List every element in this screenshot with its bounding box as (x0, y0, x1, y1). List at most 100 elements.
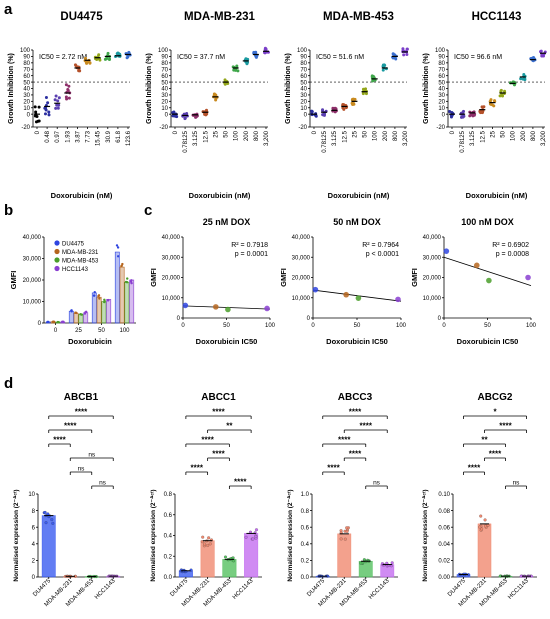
y-tick-label: 30 (438, 93, 445, 99)
y-tick-label: 100 (158, 48, 169, 54)
y-tick-label: 6 (32, 525, 36, 531)
x-tick-label: 3,200 (403, 130, 409, 146)
data-point (321, 108, 325, 112)
data-point (36, 119, 40, 123)
data-point (44, 521, 48, 525)
y-tick-label: 2 (32, 559, 36, 565)
y-tick-label: 30,000 (423, 255, 442, 261)
x-tick-label: 3.125 (193, 130, 199, 146)
x-tick-label: 123.6 (126, 130, 132, 146)
significance-label: **** (234, 478, 247, 487)
data-point (364, 87, 368, 91)
y-tick-label: -20 (21, 125, 30, 131)
data-point (106, 299, 110, 302)
y-tick-label: 20,000 (23, 278, 42, 284)
y-tick-label: 30,000 (292, 255, 311, 261)
significance-label: ns (88, 452, 96, 459)
bar (91, 292, 97, 324)
data-point (53, 98, 57, 102)
data-point (343, 537, 347, 541)
data-point (116, 255, 120, 258)
x-tick-label: 100 (373, 130, 379, 141)
data-point (473, 262, 480, 269)
data-point (212, 92, 216, 96)
x-tick-label: 1.93 (65, 130, 71, 142)
chart-title: 25 nM DOX (203, 217, 251, 227)
x-tick-label: 0.78125 (322, 130, 328, 152)
data-point (47, 113, 51, 117)
x-tick-label: 100 (511, 130, 517, 141)
x-tick-label: 61.8 (116, 130, 122, 142)
data-point (540, 54, 544, 58)
y-tick-label: 10 (23, 106, 30, 112)
significance-label: **** (327, 464, 340, 473)
y-tick-label: 80 (161, 61, 168, 67)
bar (101, 301, 107, 324)
significance-label: **** (499, 422, 512, 431)
data-point (370, 74, 374, 78)
y-tick-label: 0 (165, 112, 169, 118)
y-tick-label: 0.2 (164, 554, 173, 560)
x-tick-label: 12.5 (203, 130, 209, 142)
data-point (345, 529, 349, 533)
data-point (84, 311, 87, 314)
y-tick-label: 80 (23, 61, 30, 67)
bar (73, 313, 79, 324)
ic50-annotation: IC50 = 96.6 nM (454, 54, 502, 61)
data-point (234, 68, 238, 72)
y-tick-label: 10 (28, 492, 35, 498)
data-point (479, 514, 483, 518)
data-point (201, 535, 205, 539)
data-point (312, 286, 319, 293)
x-tick-label: 0 (312, 130, 318, 134)
bar (114, 251, 120, 324)
significance-label: **** (489, 450, 502, 459)
y-tick-label: 40 (23, 87, 30, 93)
data-point (339, 537, 343, 541)
data-point (351, 97, 355, 101)
significance-label: **** (53, 436, 66, 445)
y-axis-label: GMFI (279, 268, 288, 287)
y-tick-label: 0.00 (438, 575, 450, 581)
x-tick-label: 50 (354, 323, 361, 329)
data-point (44, 96, 48, 100)
y-tick-label: 50 (161, 80, 168, 86)
chart-title: ABCC1 (201, 392, 236, 403)
panel-letter-a: a (4, 1, 13, 18)
data-point (345, 526, 349, 530)
legend-marker (54, 240, 60, 246)
bar (68, 310, 74, 324)
legend-label: MDA-MB-231 (62, 250, 99, 256)
bar (129, 279, 135, 324)
y-tick-label: 0.6 (164, 513, 173, 519)
y-tick-label: 10 (300, 106, 307, 112)
data-point (88, 61, 92, 65)
data-point (185, 111, 189, 115)
x-tick-label: 0.97 (55, 130, 61, 142)
x-tick-label: 0 (442, 323, 446, 329)
x-tick-label: HCC1143 (232, 578, 255, 601)
significance-label: **** (349, 408, 362, 417)
bar (78, 314, 84, 324)
y-tick-label: 90 (23, 55, 30, 61)
data-point (207, 536, 211, 540)
y-tick-label: 0.6 (301, 525, 310, 531)
y-axis-label: GMFI (410, 268, 419, 287)
y-tick-label: 70 (438, 67, 445, 73)
y-tick-label: 0.06 (438, 525, 450, 531)
data-point (462, 109, 466, 113)
data-point (98, 297, 101, 300)
y-axis-label: GMFI (149, 268, 158, 287)
data-point (392, 53, 396, 57)
data-point (525, 274, 531, 281)
data-point (56, 99, 60, 103)
data-point (73, 63, 77, 67)
data-point (74, 311, 77, 314)
y-tick-label: 50 (300, 80, 307, 86)
data-point (67, 96, 71, 100)
x-tick-label: 50 (484, 323, 491, 329)
significance-label: **** (212, 450, 225, 459)
data-point (493, 99, 497, 103)
data-point (56, 106, 60, 110)
data-point (95, 58, 99, 62)
